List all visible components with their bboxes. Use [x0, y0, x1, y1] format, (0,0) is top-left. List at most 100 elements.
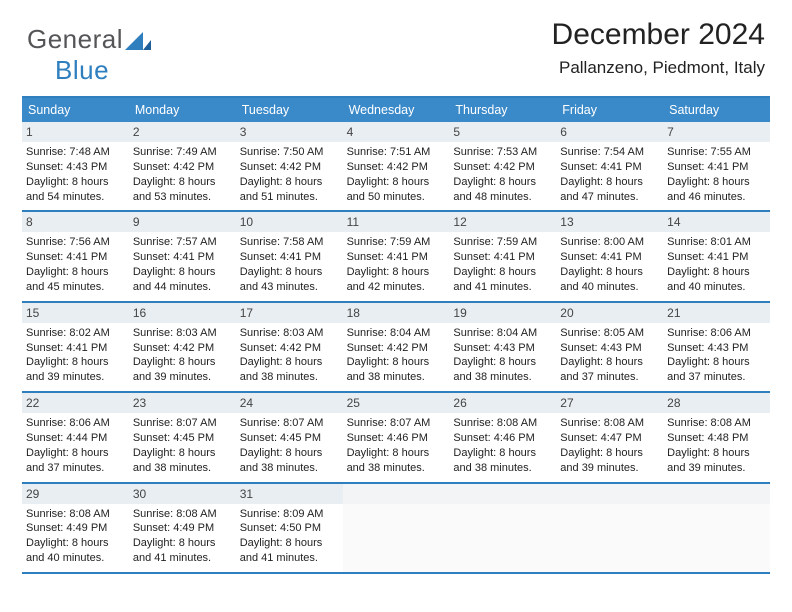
- day-details: Sunrise: 8:09 AMSunset: 4:50 PMDaylight:…: [240, 507, 339, 566]
- daylight-line: Daylight: 8 hours and 53 minutes.: [133, 175, 232, 205]
- daylight-line: Daylight: 8 hours and 42 minutes.: [347, 265, 446, 295]
- header: General Blue December 2024 Pallanzeno, P…: [22, 18, 770, 88]
- sunrise-line: Sunrise: 8:08 AM: [133, 507, 232, 522]
- daylight-line: Daylight: 8 hours and 48 minutes.: [453, 175, 552, 205]
- calendar-day: 21Sunrise: 8:06 AMSunset: 4:43 PMDayligh…: [663, 303, 770, 391]
- sunrise-line: Sunrise: 8:05 AM: [560, 326, 659, 341]
- daylight-line: Daylight: 8 hours and 44 minutes.: [133, 265, 232, 295]
- day-number: 19: [449, 303, 556, 323]
- daylight-line: Daylight: 8 hours and 38 minutes.: [133, 446, 232, 476]
- weekday-header: Wednesday: [343, 98, 450, 122]
- calendar-week-row: 15Sunrise: 8:02 AMSunset: 4:41 PMDayligh…: [22, 303, 770, 393]
- weekday-header: Thursday: [449, 98, 556, 122]
- calendar-day: 5Sunrise: 7:53 AMSunset: 4:42 PMDaylight…: [449, 122, 556, 210]
- calendar-day: 16 Sunrise: 8:03 AMSunset: 4:42 PMDayligh…: [129, 303, 236, 391]
- daylight-line: Daylight: 8 hours and 39 minutes.: [26, 355, 125, 385]
- sunrise-line: Sunrise: 8:06 AM: [26, 416, 125, 431]
- sunrise-line: Sunrise: 7:58 AM: [240, 235, 339, 250]
- day-details: Sunrise: 7:59 AMSunset: 4:41 PMDaylight:…: [347, 235, 446, 294]
- brand-word1: General: [27, 24, 123, 54]
- daylight-line: Daylight: 8 hours and 54 minutes.: [26, 175, 125, 205]
- sunrise-line: Sunrise: 8:07 AM: [240, 416, 339, 431]
- title-block: December 2024 Pallanzeno, Piedmont, Ital…: [552, 18, 765, 78]
- day-number: 28: [663, 393, 770, 413]
- day-details: Sunrise: 7:57 AMSunset: 4:41 PMDaylight:…: [133, 235, 232, 294]
- daylight-line: Daylight: 8 hours and 38 minutes.: [347, 355, 446, 385]
- sunset-line: Sunset: 4:41 PM: [26, 250, 125, 265]
- calendar-day: 20 Sunrise: 8:05 AMSunset: 4:43 PMDayligh…: [556, 303, 663, 391]
- daylight-line: Daylight: 8 hours and 40 minutes.: [667, 265, 766, 295]
- calendar-week-row: 29Sunrise: 8:08 AMSunset: 4:49 PMDayligh…: [22, 484, 770, 574]
- day-details: Sunrise: 7:51 AMSunset: 4:42 PMDaylight:…: [347, 145, 446, 204]
- daylight-line: Daylight: 8 hours and 41 minutes.: [453, 265, 552, 295]
- day-number: 17: [236, 303, 343, 323]
- sunrise-line: Sunrise: 7:57 AM: [133, 235, 232, 250]
- sunrise-line: Sunrise: 7:55 AM: [667, 145, 766, 160]
- sunrise-line: Sunrise: 8:06 AM: [667, 326, 766, 341]
- day-number: 5: [449, 122, 556, 142]
- sunset-line: Sunset: 4:42 PM: [240, 160, 339, 175]
- calendar-day: 9 Sunrise: 7:57 AMSunset: 4:41 PMDaylight…: [129, 212, 236, 300]
- calendar-day: 1Sunrise: 7:48 AMSunset: 4:43 PMDaylight…: [22, 122, 129, 210]
- sunset-line: Sunset: 4:44 PM: [26, 431, 125, 446]
- sunrise-line: Sunrise: 8:02 AM: [26, 326, 125, 341]
- daylight-line: Daylight: 8 hours and 38 minutes.: [240, 446, 339, 476]
- calendar-day: 12Sunrise: 7:59 AMSunset: 4:41 PMDayligh…: [449, 212, 556, 300]
- day-details: Sunrise: 7:55 AMSunset: 4:41 PMDaylight:…: [667, 145, 766, 204]
- calendar-day: 22Sunrise: 8:06 AMSunset: 4:44 PMDayligh…: [22, 393, 129, 481]
- sunset-line: Sunset: 4:45 PM: [240, 431, 339, 446]
- day-number: 11: [343, 212, 450, 232]
- calendar-day-empty: [663, 484, 770, 572]
- day-number: 15: [22, 303, 129, 323]
- sunrise-line: Sunrise: 8:04 AM: [453, 326, 552, 341]
- sunset-line: Sunset: 4:42 PM: [133, 341, 232, 356]
- day-details: Sunrise: 8:04 AMSunset: 4:43 PMDaylight:…: [453, 326, 552, 385]
- calendar-day: 31Sunrise: 8:09 AMSunset: 4:50 PMDayligh…: [236, 484, 343, 572]
- sunset-line: Sunset: 4:48 PM: [667, 431, 766, 446]
- sunset-line: Sunset: 4:41 PM: [667, 250, 766, 265]
- day-number: 20: [556, 303, 663, 323]
- day-number: 25: [343, 393, 450, 413]
- sunset-line: Sunset: 4:42 PM: [347, 341, 446, 356]
- calendar-day: 7Sunrise: 7:55 AMSunset: 4:41 PMDaylight…: [663, 122, 770, 210]
- daylight-line: Daylight: 8 hours and 40 minutes.: [26, 536, 125, 566]
- day-number: 9: [129, 212, 236, 232]
- daylight-line: Daylight: 8 hours and 38 minutes.: [240, 355, 339, 385]
- sunset-line: Sunset: 4:49 PM: [133, 521, 232, 536]
- calendar-day: 26Sunrise: 8:08 AMSunset: 4:46 PMDayligh…: [449, 393, 556, 481]
- weekday-header: Monday: [129, 98, 236, 122]
- day-number: [556, 484, 663, 504]
- day-number: 8: [22, 212, 129, 232]
- day-details: Sunrise: 8:07 AMSunset: 4:46 PMDaylight:…: [347, 416, 446, 475]
- calendar-day: 18Sunrise: 8:04 AMSunset: 4:42 PMDayligh…: [343, 303, 450, 391]
- daylight-line: Daylight: 8 hours and 41 minutes.: [240, 536, 339, 566]
- sunset-line: Sunset: 4:42 PM: [453, 160, 552, 175]
- sunrise-line: Sunrise: 7:56 AM: [26, 235, 125, 250]
- calendar-day: 23Sunrise: 8:07 AMSunset: 4:45 PMDayligh…: [129, 393, 236, 481]
- day-number: 26: [449, 393, 556, 413]
- sunset-line: Sunset: 4:41 PM: [347, 250, 446, 265]
- sunrise-line: Sunrise: 7:54 AM: [560, 145, 659, 160]
- sunset-line: Sunset: 4:41 PM: [240, 250, 339, 265]
- day-details: Sunrise: 8:08 AMSunset: 4:47 PMDaylight:…: [560, 416, 659, 475]
- calendar-day: 8Sunrise: 7:56 AMSunset: 4:41 PMDaylight…: [22, 212, 129, 300]
- calendar-day: 28Sunrise: 8:08 AMSunset: 4:48 PMDayligh…: [663, 393, 770, 481]
- daylight-line: Daylight: 8 hours and 39 minutes.: [133, 355, 232, 385]
- sunset-line: Sunset: 4:43 PM: [560, 341, 659, 356]
- day-number: 14: [663, 212, 770, 232]
- day-number: 3: [236, 122, 343, 142]
- day-details: Sunrise: 8:04 AMSunset: 4:42 PMDaylight:…: [347, 326, 446, 385]
- calendar-day: 29Sunrise: 8:08 AMSunset: 4:49 PMDayligh…: [22, 484, 129, 572]
- day-details: Sunrise: 8:03 AMSunset: 4:42 PMDaylight:…: [133, 326, 232, 385]
- calendar-day: 4Sunrise: 7:51 AMSunset: 4:42 PMDaylight…: [343, 122, 450, 210]
- sunset-line: Sunset: 4:43 PM: [26, 160, 125, 175]
- day-details: Sunrise: 8:05 AMSunset: 4:43 PMDaylight:…: [560, 326, 659, 385]
- weekday-header: Saturday: [663, 98, 770, 122]
- day-number: 16: [129, 303, 236, 323]
- calendar-day: 27Sunrise: 8:08 AMSunset: 4:47 PMDayligh…: [556, 393, 663, 481]
- calendar-day: 3Sunrise: 7:50 AMSunset: 4:42 PMDaylight…: [236, 122, 343, 210]
- calendar-day: 6Sunrise: 7:54 AMSunset: 4:41 PMDaylight…: [556, 122, 663, 210]
- page-title: December 2024: [552, 18, 765, 52]
- sunrise-line: Sunrise: 8:04 AM: [347, 326, 446, 341]
- calendar-day-empty: [343, 484, 450, 572]
